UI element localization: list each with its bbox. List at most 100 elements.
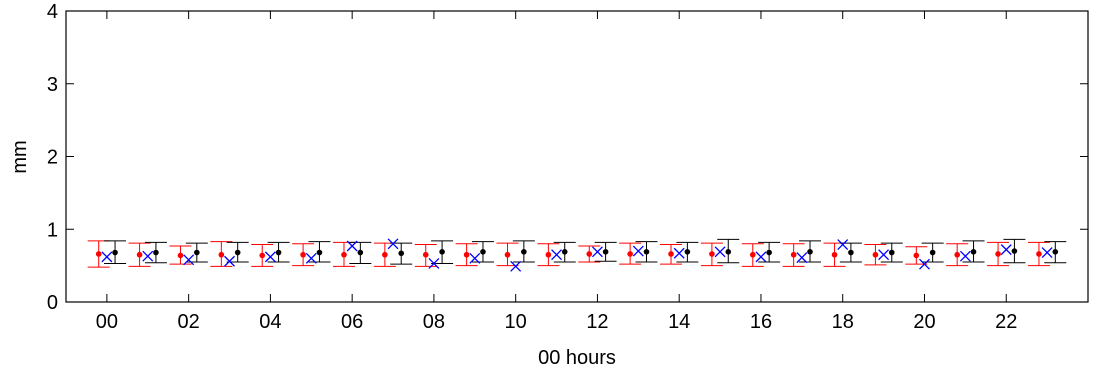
x-marker [469, 252, 481, 264]
data-point [112, 249, 118, 256]
data-point [766, 249, 772, 256]
data-point [586, 251, 593, 257]
data-point [521, 249, 527, 255]
data-point [398, 250, 405, 257]
x-marker [878, 249, 890, 261]
data-point [275, 249, 282, 256]
x-tick-label: 04 [259, 311, 281, 333]
x-tick-label: 06 [341, 311, 363, 333]
data-point [382, 251, 388, 258]
data-point [749, 251, 756, 258]
x-marker [1041, 247, 1053, 258]
data-point [504, 251, 511, 258]
x-tick-label: 20 [913, 311, 935, 333]
series-layer [87, 238, 1067, 272]
x-tick-label: 00 [96, 311, 118, 333]
x-tick-label: 18 [832, 311, 854, 333]
data-point [259, 252, 266, 259]
data-point [954, 251, 960, 258]
data-point [545, 251, 552, 258]
data-point [807, 249, 813, 255]
y-tick-label: 0 [47, 292, 58, 314]
data-point [995, 251, 1001, 257]
x-marker [224, 255, 235, 267]
x-tick-label: 02 [178, 311, 200, 333]
x-marker [305, 252, 317, 264]
series-0 [87, 240, 1050, 268]
data-point [357, 249, 364, 256]
data-point [913, 252, 920, 259]
y-tick-label: 2 [47, 147, 58, 169]
data-point [888, 249, 895, 256]
x-marker [591, 246, 603, 258]
x-marker [510, 260, 522, 272]
data-point [602, 249, 609, 255]
data-point [234, 249, 241, 256]
data-point [709, 251, 715, 257]
y-axis-ticks: 0 1 2 3 4 [47, 1, 1088, 314]
x-axis-label: 00 hours [538, 347, 616, 369]
data-point [668, 251, 674, 257]
x-tick-label: 10 [505, 311, 527, 333]
x-axis-ticks: 00 02 04 06 08 10 12 14 16 18 20 22 [96, 11, 1017, 333]
data-point [684, 249, 691, 255]
y-tick-label: 3 [47, 74, 58, 96]
data-point [643, 249, 650, 255]
data-point [970, 249, 977, 255]
x-marker [101, 251, 113, 263]
x-marker [346, 240, 358, 252]
data-point [177, 252, 184, 259]
x-tick-label: 16 [750, 311, 772, 333]
x-marker [837, 239, 849, 250]
x-marker [387, 238, 399, 250]
x-marker [673, 247, 685, 259]
data-point [463, 251, 470, 258]
data-point [790, 251, 797, 258]
x-tick-label: 22 [995, 311, 1017, 333]
x-tick-label: 08 [423, 311, 445, 333]
data-point [341, 251, 347, 258]
x-tick-label: 14 [668, 311, 690, 333]
x-marker [142, 250, 154, 262]
x-marker [264, 251, 276, 263]
y-tick-label: 1 [47, 219, 58, 241]
data-point [422, 251, 429, 258]
y-axis-label: mm [9, 140, 31, 173]
data-point [439, 249, 445, 255]
x-tick-label: 12 [586, 311, 608, 333]
series-2 [101, 238, 1053, 272]
y-tick-label: 4 [47, 1, 58, 23]
data-point [1036, 251, 1042, 257]
data-point [136, 251, 143, 258]
data-point [848, 249, 854, 256]
x-marker [919, 258, 930, 270]
data-point [316, 249, 323, 256]
x-marker [714, 246, 726, 258]
plot-area [65, 10, 1089, 303]
x-marker [1000, 244, 1012, 256]
x-marker [959, 250, 971, 262]
data-point [561, 249, 568, 255]
data-point [95, 251, 102, 257]
data-point [1052, 249, 1059, 255]
x-marker [551, 249, 563, 261]
data-point [725, 249, 732, 255]
x-marker [796, 252, 808, 264]
data-point [194, 249, 200, 256]
data-point [300, 251, 306, 258]
x-marker [755, 251, 767, 263]
data-point [872, 251, 879, 258]
data-point [831, 251, 838, 258]
x-marker [428, 257, 440, 269]
data-point [929, 249, 936, 256]
data-point [1011, 248, 1018, 254]
data-point [480, 249, 486, 255]
data-point [153, 249, 159, 256]
series-1 [104, 238, 1067, 265]
data-point [218, 251, 225, 258]
x-marker [183, 254, 195, 266]
plot-frame [65, 10, 1089, 303]
x-marker [632, 245, 644, 257]
data-point [627, 251, 633, 257]
